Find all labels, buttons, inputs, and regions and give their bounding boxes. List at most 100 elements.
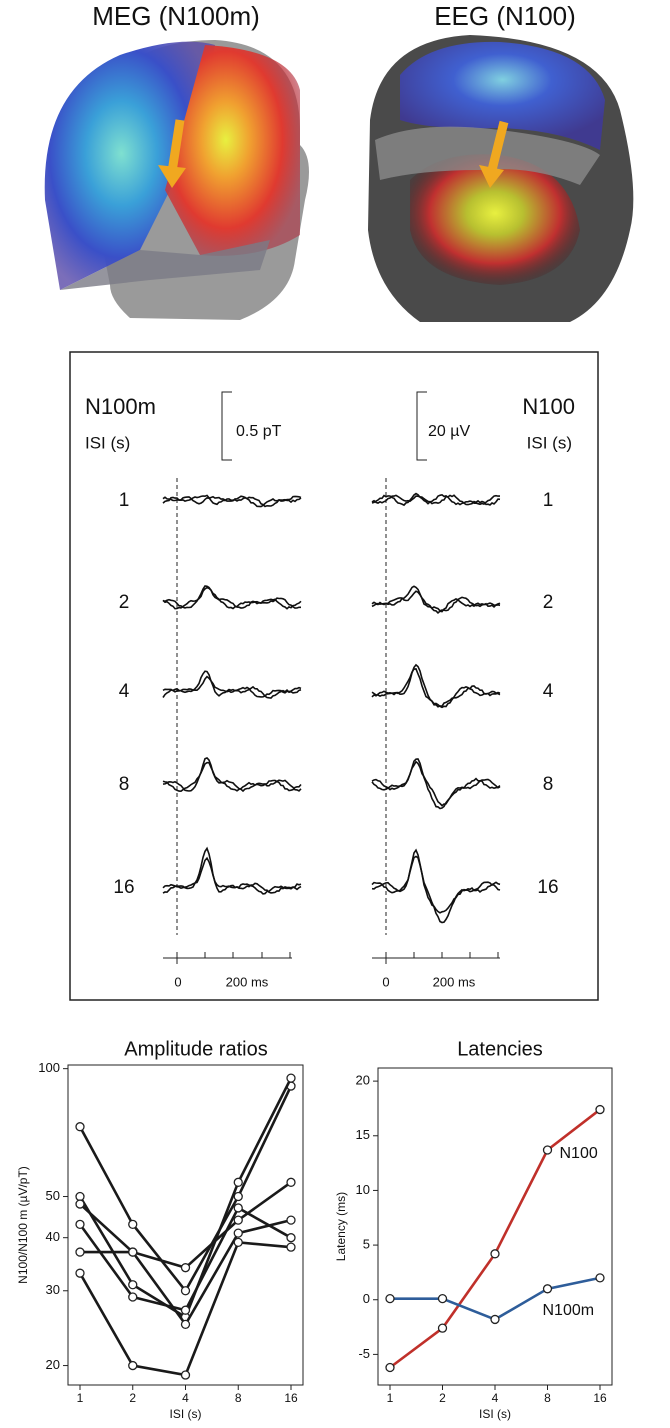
data-point bbox=[233, 1177, 243, 1187]
y-tick-label: 100 bbox=[38, 1060, 60, 1075]
data-point bbox=[595, 1273, 605, 1283]
meg-trace bbox=[162, 761, 302, 793]
waveform-traces bbox=[162, 492, 501, 924]
x-axis-label: ISI (s) bbox=[479, 1407, 511, 1421]
y-tick-label: 20 bbox=[356, 1073, 370, 1088]
x-tick-label: 4 bbox=[182, 1391, 189, 1405]
isi-label: 1 bbox=[119, 490, 130, 511]
x-tick-label: 2 bbox=[439, 1391, 446, 1405]
eeg-label: N100 bbox=[522, 394, 575, 419]
series-label: N100m bbox=[543, 1302, 595, 1319]
data-point bbox=[128, 1280, 138, 1290]
x-tick-label: 16 bbox=[284, 1391, 298, 1405]
eeg-time-label: 0 bbox=[382, 974, 389, 989]
data-point bbox=[233, 1237, 243, 1248]
waveform-frame bbox=[69, 351, 599, 1001]
x-tick-label: 4 bbox=[492, 1391, 499, 1405]
data-point bbox=[286, 1215, 296, 1225]
data-point bbox=[385, 1293, 395, 1304]
meg-isi-label: ISI (s) bbox=[85, 433, 130, 452]
x-tick-label: 1 bbox=[77, 1391, 84, 1405]
data-point bbox=[180, 1370, 191, 1380]
meg-head-image bbox=[44, 40, 309, 320]
data-point bbox=[233, 1228, 243, 1238]
data-point bbox=[180, 1319, 191, 1330]
meg-title: MEG (N100m) bbox=[92, 1, 260, 31]
eeg-trace bbox=[371, 668, 501, 709]
meg-scale: 0.5 pT bbox=[236, 423, 282, 440]
data-point bbox=[385, 1362, 395, 1373]
eeg-head-image bbox=[368, 35, 634, 322]
data-point bbox=[542, 1145, 553, 1155]
x-tick-label: 2 bbox=[129, 1391, 136, 1405]
data-point bbox=[595, 1104, 605, 1115]
eeg-isi-label: ISI (s) bbox=[527, 433, 572, 452]
meg-trace bbox=[162, 585, 301, 609]
isi-label: 16 bbox=[113, 877, 134, 898]
eeg-trace bbox=[371, 758, 501, 810]
meg-scale-bar bbox=[221, 391, 232, 461]
isi-label: 1 bbox=[543, 490, 554, 511]
x-axis-label: ISI (s) bbox=[170, 1407, 202, 1421]
data-point bbox=[128, 1219, 138, 1229]
data-point bbox=[437, 1323, 448, 1333]
eeg-trace bbox=[371, 492, 500, 507]
data-point bbox=[286, 1177, 296, 1187]
isi-label: 16 bbox=[537, 877, 558, 898]
eeg-trace bbox=[371, 585, 501, 612]
data-point bbox=[286, 1073, 296, 1083]
eeg-trace bbox=[371, 848, 501, 914]
data-point bbox=[75, 1247, 85, 1257]
x-tick-label: 1 bbox=[387, 1391, 394, 1405]
data-point bbox=[128, 1292, 138, 1302]
eeg-scale: 20 µV bbox=[428, 423, 470, 440]
x-tick-label: 16 bbox=[593, 1391, 607, 1405]
meg-trace bbox=[162, 675, 302, 698]
data-point bbox=[233, 1203, 243, 1213]
meg-trace bbox=[162, 495, 302, 508]
isi-label: 8 bbox=[119, 774, 130, 795]
eeg-title: EEG (N100) bbox=[434, 1, 576, 31]
series-label: N100 bbox=[560, 1145, 598, 1162]
y-tick-label: 30 bbox=[46, 1282, 60, 1297]
meg-label: N100m bbox=[85, 394, 156, 419]
meg-time-label: 200 ms bbox=[226, 974, 269, 989]
data-point bbox=[75, 1199, 85, 1209]
y-tick-label: 40 bbox=[46, 1229, 60, 1244]
series-line bbox=[79, 1181, 292, 1270]
y-tick-label: 15 bbox=[356, 1127, 370, 1142]
data-point bbox=[542, 1284, 553, 1294]
meg-trace bbox=[162, 586, 302, 610]
isi-label: 2 bbox=[119, 592, 130, 613]
eeg-trace bbox=[371, 590, 501, 614]
data-point bbox=[75, 1122, 85, 1132]
y-tick-label: -5 bbox=[358, 1346, 370, 1361]
isi-label: 8 bbox=[543, 774, 554, 795]
isi-label: 2 bbox=[543, 592, 554, 613]
eeg-trace bbox=[371, 855, 501, 924]
data-point bbox=[180, 1263, 191, 1273]
data-point bbox=[490, 1249, 500, 1259]
series-line bbox=[78, 1085, 293, 1294]
data-point bbox=[233, 1191, 243, 1202]
data-point bbox=[286, 1233, 296, 1243]
data-point bbox=[180, 1305, 191, 1315]
data-point bbox=[128, 1360, 138, 1371]
chart-title: Amplitude ratios bbox=[124, 1038, 267, 1060]
data-point bbox=[490, 1314, 500, 1325]
y-tick-label: 50 bbox=[46, 1188, 60, 1203]
y-tick-label: 5 bbox=[363, 1237, 370, 1252]
data-point bbox=[75, 1219, 85, 1229]
data-point bbox=[75, 1191, 85, 1202]
meg-trace bbox=[162, 856, 302, 895]
data-point bbox=[75, 1268, 85, 1278]
y-tick-label: 20 bbox=[46, 1357, 60, 1372]
eeg-trace bbox=[371, 760, 501, 807]
y-tick-label: 10 bbox=[356, 1182, 370, 1197]
x-tick-label: 8 bbox=[544, 1391, 551, 1405]
meg-trace bbox=[162, 756, 302, 793]
y-tick-label: 0 bbox=[363, 1291, 370, 1306]
eeg-scale-bar bbox=[416, 391, 427, 461]
series-line bbox=[78, 1077, 293, 1320]
